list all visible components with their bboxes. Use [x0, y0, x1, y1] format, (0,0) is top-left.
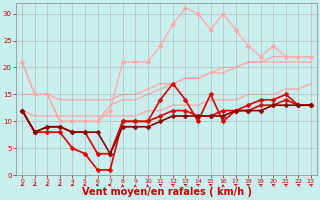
X-axis label: Vent moyen/en rafales ( km/h ): Vent moyen/en rafales ( km/h )	[82, 187, 252, 197]
